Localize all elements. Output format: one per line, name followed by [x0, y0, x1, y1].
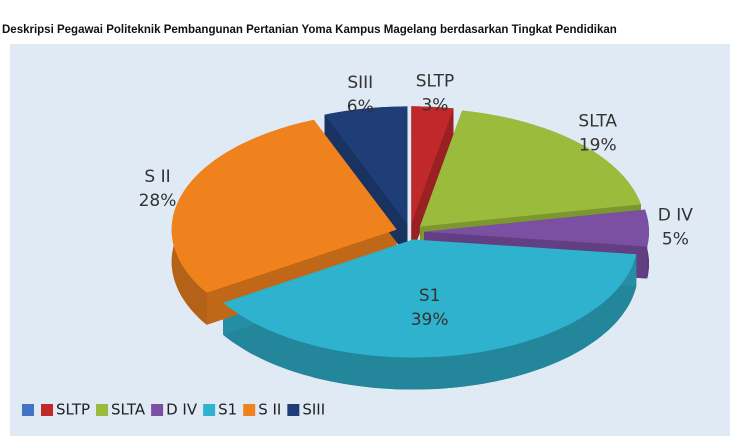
- legend-swatch: [243, 404, 256, 416]
- legend-label: SIII: [302, 401, 325, 419]
- legend-label: SLTA: [111, 401, 146, 419]
- legend-swatch: [41, 404, 53, 416]
- slice-side: [223, 254, 637, 390]
- legend-label: S1: [218, 401, 237, 419]
- slice: [171, 119, 397, 293]
- legend-swatch: [22, 404, 34, 416]
- legend-label: S II: [258, 401, 281, 419]
- data-label-name: S1: [419, 286, 441, 306]
- data-label-name: D IV: [658, 206, 694, 226]
- data-label-name: SIII: [347, 73, 373, 93]
- chart-title: Deskripsi Pegawai Politeknik Pembangunan…: [2, 24, 617, 36]
- legend-swatch: [96, 404, 109, 416]
- slice: [419, 110, 641, 227]
- legend-label: D IV: [166, 401, 198, 419]
- data-label: 3%: [421, 95, 448, 115]
- slice: [223, 239, 637, 358]
- data-label-name: SLTA: [578, 112, 617, 132]
- data-label: 5%: [662, 230, 689, 250]
- legend-swatch: [203, 404, 216, 416]
- data-label-name: SLTP: [416, 71, 455, 91]
- data-label: 28%: [139, 191, 177, 211]
- legend-swatch: [151, 404, 164, 416]
- slice: [324, 106, 408, 225]
- data-label-name: S II: [144, 167, 170, 187]
- slice: [424, 209, 649, 247]
- legend-label: SLTP: [56, 401, 90, 419]
- data-label: 6%: [347, 97, 374, 117]
- data-label: 19%: [579, 136, 617, 156]
- slice-wall: [411, 108, 454, 257]
- slice: [411, 106, 454, 225]
- data-label: 39%: [411, 310, 449, 330]
- legend-swatch: [287, 404, 300, 416]
